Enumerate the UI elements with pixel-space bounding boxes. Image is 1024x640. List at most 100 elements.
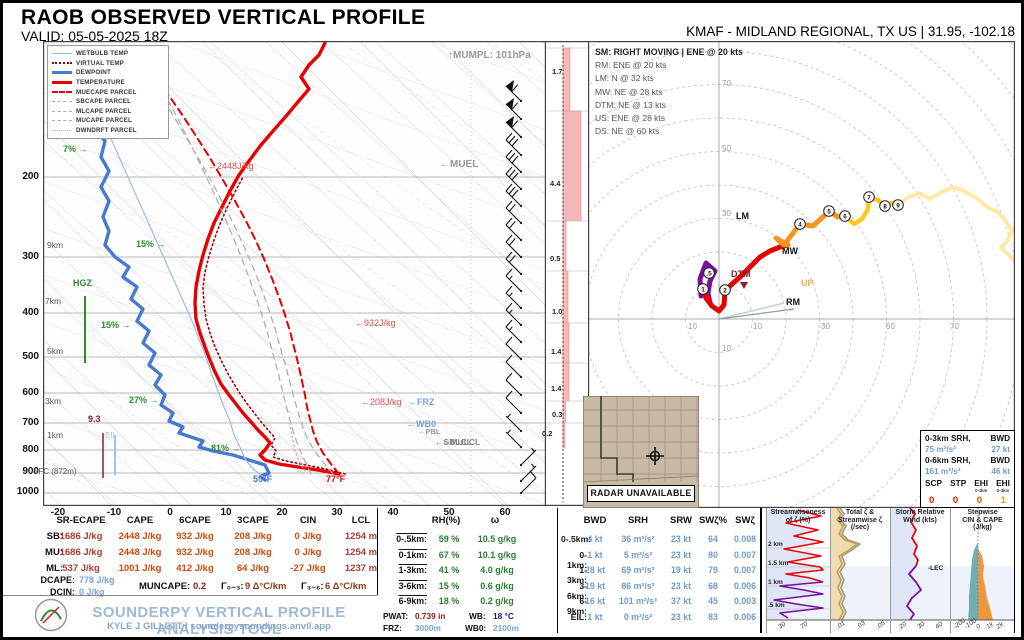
sfc-temp-label: 77°F (326, 474, 346, 484)
row-label: 3-6km: (398, 580, 427, 591)
height-label: 5km (47, 346, 64, 356)
wind-barb (505, 149, 523, 174)
wind-barb (505, 429, 523, 449)
wind-barb (505, 390, 523, 415)
strip-bar (562, 400, 566, 424)
column-header: RH(%) (431, 515, 461, 526)
lapse03-value: 9 Δ°C/km (245, 581, 287, 592)
table-cell: 28 kt (584, 565, 606, 575)
height-marker (863, 191, 875, 203)
rh-annotation: 81% → (211, 443, 241, 453)
svg-text:MW: MW (782, 246, 798, 256)
legend-item: TEMPERATURE (52, 78, 164, 88)
strip-bar (562, 322, 570, 364)
pressure-tick: 700 (22, 417, 39, 428)
legend-label: SBCAPE PARCEL (76, 98, 132, 106)
temp-tick: -10 (106, 507, 122, 518)
legend-line-sample (52, 81, 72, 85)
height-marker (879, 200, 891, 212)
strip-value: 0.5 (550, 254, 561, 263)
svg-text:10: 10 (753, 322, 762, 331)
divider (3, 595, 377, 596)
storm-motion-line: MW: NE @ 28 kts (595, 86, 663, 97)
muncape-label: MUNCAPE: (139, 581, 191, 592)
svg-text:.5 km: .5 km (768, 602, 785, 609)
legend-item: WETBULB TEMP (52, 49, 164, 59)
table-cell: 23 kt (670, 549, 692, 560)
table-cell: 208 J/kg (234, 547, 272, 558)
pressure-tick: 300 (22, 251, 39, 262)
ehi01-header: EHI 0-1km (974, 478, 989, 493)
omega-value: 10.5 g/kg (477, 534, 517, 544)
table-cell: 932 J/kg (176, 531, 214, 542)
table-cell: 1686 J/kg (59, 531, 103, 542)
legend-item: DWNDRFT PARCEL (52, 126, 164, 136)
table-cell: 16 kt (584, 596, 606, 606)
svg-text:.5: .5 (706, 270, 712, 277)
rh-value: 18 % (438, 596, 460, 606)
wind-barb (505, 372, 523, 397)
total-zeta-plot: .01 .03 .05 (830, 507, 890, 631)
srh-06-value: 161 m²/s² (925, 467, 961, 476)
column-header: SWζ (735, 515, 755, 526)
svg-text:20: 20 (897, 621, 908, 632)
pbl-annotation: ←PBL (418, 427, 441, 436)
storm-motion-line: US: ENE @ 28 kts (595, 113, 666, 124)
row-label: 1-3km: (566, 565, 587, 585)
temperature-trace (193, 41, 341, 476)
hodograph-0-500m (697, 260, 718, 306)
temp-tick: 30 (331, 507, 343, 518)
rh-annotation: 15% → (136, 239, 166, 249)
table-cell: 79 (708, 565, 718, 575)
legend-line-sample (52, 101, 72, 103)
hodograph-9km+ (896, 185, 1014, 264)
storm-motion-line: DS: NE @ 60 kts (595, 126, 660, 137)
table-cell: 36 m²/s² (621, 534, 655, 544)
svg-text:.01: .01 (835, 620, 847, 631)
lapse03-label: Γ₀₋₃: (221, 581, 244, 592)
legend-label: MLCAPE PARCEL (76, 107, 132, 115)
table-cell: 412 J/kg (176, 563, 214, 574)
omega-value: 0.6 g/kg (480, 580, 514, 591)
column-header: 6CAPE (179, 515, 211, 526)
mumpl-annotation: ↑MUMPL: 101hPa (448, 50, 531, 61)
table-cell: 0.006 (733, 611, 756, 622)
storm-motion-line: DTM: NE @ 13 kts (595, 99, 666, 110)
ehi03-value: 1 (1000, 495, 1006, 506)
svg-text:4: 4 (798, 221, 802, 228)
frz-label: FRZ: (383, 623, 402, 633)
panel-divider (830, 508, 831, 633)
bwd-06-value: 46 kt (991, 467, 1010, 476)
strip-bar (562, 362, 570, 402)
rh-annotation: 7% → (63, 144, 88, 154)
lcl-annotation: ←MULCL (442, 437, 481, 447)
height-marker (697, 283, 709, 295)
wind-barb (505, 251, 523, 276)
column-header: CAPE (126, 515, 154, 526)
pressure-tick: 900 (22, 466, 39, 477)
svg-text:30: 30 (722, 209, 731, 218)
footer-subtitle: KYLE J GILLETT | sounderpysoundings.anvi… (107, 621, 331, 632)
divider (760, 508, 762, 633)
legend-item: DEWPOINT (52, 68, 164, 78)
table-cell: 1 kt (587, 549, 603, 560)
panel-divider (766, 508, 767, 633)
svg-text:LM: LM (736, 211, 749, 221)
rm-vector (718, 302, 785, 320)
height-marker (719, 284, 731, 296)
wind-barb (505, 234, 523, 259)
wb0-value: 2100m (493, 623, 519, 633)
pwat-label: PWAT: (383, 611, 409, 621)
stepwise-cin-cape-title: Stepwise CIN & CAPE (J/kg) (962, 509, 1003, 531)
pressure-tick: 200 (22, 171, 39, 182)
svg-text:70: 70 (799, 621, 809, 631)
moisture-table: RH(%) ω 0-.5km: 59 % 10.5 g/kg 0-1km: 67 % 10.1… (381, 511, 553, 633)
dcin-label: DCIN: (50, 587, 75, 597)
height-marker (703, 267, 715, 279)
radar-status: RADAR UNAVAILABLE (587, 485, 695, 502)
virtual-temp-trace (202, 176, 346, 475)
row-label: 0-1km: (566, 549, 587, 570)
valid-time: VALID: 05-05-2025 18Z (21, 28, 168, 44)
legend-line-sample (52, 53, 72, 55)
